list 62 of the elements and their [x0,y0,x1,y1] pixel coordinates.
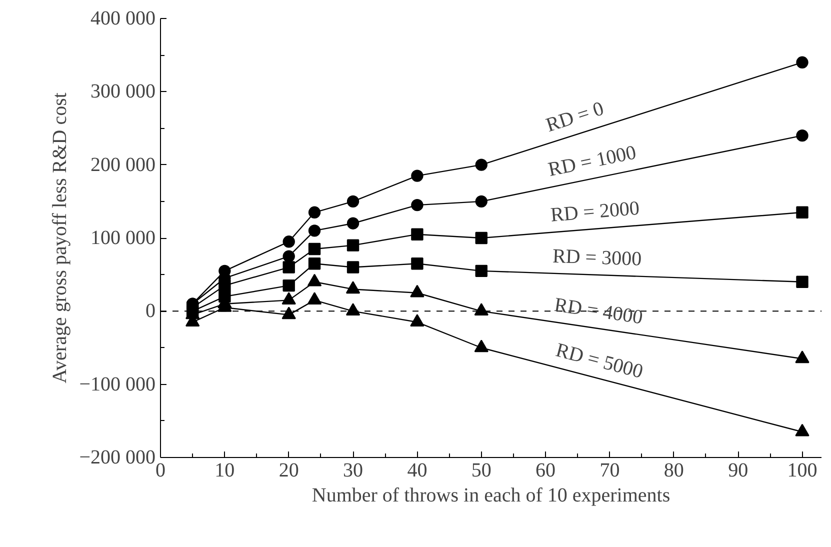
point [308,258,321,270]
x-tick-label: 10 [214,460,235,482]
point [411,258,424,270]
point [282,292,296,305]
point [307,292,322,305]
point [308,224,321,237]
point [475,158,488,171]
y-tick-label: 400 000 [90,8,156,30]
point [795,424,810,436]
point [282,306,296,320]
point [474,303,488,316]
point [282,250,295,262]
x-tick-label: 60 [536,460,556,482]
point [411,170,424,182]
text: RD = 5000 [553,339,646,384]
x-tick-label: 100 [787,460,818,482]
point [346,303,360,316]
point [411,228,424,240]
text: RD = 4000 [552,294,644,329]
point [218,279,231,292]
x-tick-label: 30 [343,460,364,482]
point [796,129,808,142]
y-tick-label: 0 [146,300,156,322]
y-tick-label: −100 000 [79,373,156,396]
x-tick-label: 80 [664,460,684,482]
point [474,340,488,352]
y-tick-label: 200 000 [90,154,156,176]
point [282,261,295,274]
point [796,276,808,288]
text: RD = 0 [543,98,606,137]
x-tick-label: 90 [728,460,748,482]
y-tick-label: 300 000 [90,80,156,103]
point [796,206,808,218]
point [307,274,322,286]
point [346,261,360,274]
point [410,314,424,326]
point [346,195,360,208]
text: RD = 1000 [546,142,638,182]
x-tick-label: 40 [407,460,428,482]
point [475,264,488,278]
x-tick-label: 20 [278,460,299,482]
point [411,198,424,212]
point [282,279,295,292]
x-tick-label: 50 [471,460,492,482]
point [282,236,295,248]
x-tick-label: 70 [600,460,620,482]
x-axis-title: Number of throws in each of 10 experiments [312,484,670,506]
series-label: RD = 2000 [550,197,640,226]
point [475,195,488,208]
point [795,350,810,364]
point [475,232,488,244]
series-label: RD = 3000 [552,245,642,270]
point [308,242,321,256]
point [346,239,360,252]
point [346,217,360,230]
point [796,56,808,68]
y-axis-title: Average gross payoff less R&D cost [49,92,72,384]
point [410,284,424,298]
point [346,281,360,294]
y-tick-label: 100 000 [90,227,156,249]
point [308,206,321,218]
y-tick-label: −200 000 [79,446,156,468]
